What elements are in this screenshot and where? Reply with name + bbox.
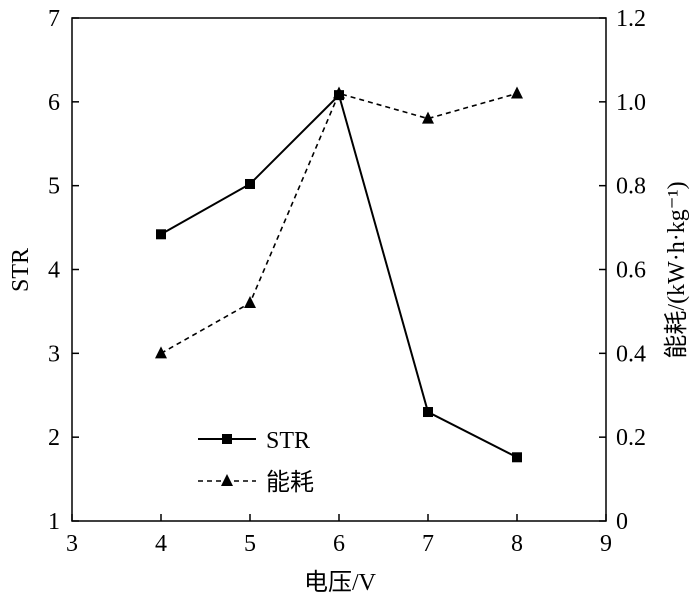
data-point-triangle: [511, 86, 523, 99]
data-point-triangle: [422, 111, 434, 124]
left-y-tick-label: 5: [48, 174, 60, 200]
right-y-tick-label: 0: [616, 509, 628, 535]
data-point-triangle: [333, 86, 345, 99]
left-y-tick-label: 7: [48, 6, 60, 32]
x-axis-ticks: 3 4 5 6 7 8 9: [66, 514, 612, 557]
right-y-tick-label: 1.0: [616, 90, 646, 116]
right-y-axis-title: 能耗/(kW·h·kg⁻¹): [663, 181, 690, 358]
left-y-tick-label: 1: [48, 509, 60, 535]
right-y-tick-label: 0.4: [616, 341, 646, 367]
series-markers: [155, 86, 523, 463]
data-point-triangle: [155, 346, 167, 359]
x-tick-label: 3: [66, 531, 78, 557]
right-y-axis-ticks: 0 0.2 0.4 0.6 0.8 1.0 1.2: [599, 6, 646, 535]
x-axis-title: 电压/V: [304, 569, 377, 596]
left-y-tick-label: 2: [48, 425, 60, 451]
series-lines: [160, 92, 518, 459]
x-tick-label: 7: [422, 531, 434, 557]
data-point-triangle: [244, 296, 256, 309]
right-y-tick-label: 0.8: [616, 174, 646, 200]
x-tick-label: 5: [244, 531, 256, 557]
left-y-axis-title: STR: [8, 248, 34, 292]
data-point-square: [512, 452, 522, 463]
left-y-tick-label: 3: [48, 341, 60, 367]
series-line-1: [160, 92, 518, 355]
left-y-tick-label: 6: [48, 90, 60, 116]
right-y-tick-label: 0.2: [616, 425, 646, 451]
legend-label-str: STR: [266, 428, 310, 454]
data-point-square: [245, 178, 255, 189]
x-tick-label: 9: [600, 531, 612, 557]
right-y-tick-label: 1.2: [616, 6, 646, 32]
legend-marker-str: [222, 434, 232, 444]
legend: STR 能耗: [198, 428, 314, 496]
x-tick-label: 4: [155, 531, 167, 557]
series-line-0: [160, 93, 518, 459]
data-point-square: [423, 407, 433, 418]
x-tick-label: 8: [511, 531, 523, 557]
left-y-tick-label: 4: [48, 258, 60, 284]
right-y-tick-label: 0.6: [616, 258, 646, 284]
left-y-axis-ticks: 1 2 3 4 5 6 7: [48, 6, 79, 535]
x-tick-label: 6: [333, 531, 345, 557]
legend-marker-energy: [221, 474, 233, 486]
data-point-square: [156, 229, 166, 240]
legend-label-energy: 能耗: [266, 469, 314, 496]
